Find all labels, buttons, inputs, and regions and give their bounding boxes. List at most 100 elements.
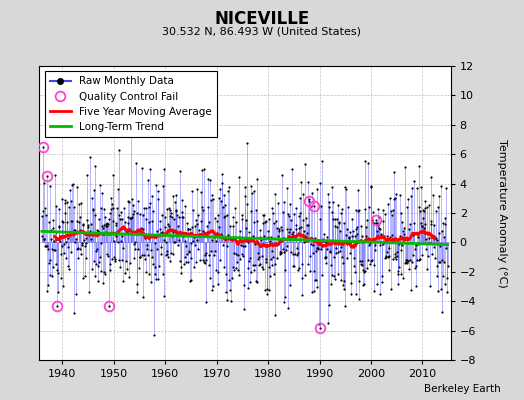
Point xyxy=(249,262,257,268)
Point xyxy=(121,219,129,226)
Point xyxy=(347,280,355,286)
Point xyxy=(304,222,312,229)
Point xyxy=(314,320,323,327)
Point xyxy=(44,246,52,252)
Point xyxy=(162,239,170,245)
Point xyxy=(74,254,82,261)
Point xyxy=(315,324,324,331)
Point xyxy=(176,258,184,264)
Point xyxy=(191,223,200,230)
Point xyxy=(134,198,143,204)
Point xyxy=(310,288,318,294)
Point xyxy=(255,262,263,268)
Point xyxy=(71,238,79,245)
Point xyxy=(191,242,199,248)
Point xyxy=(46,183,54,190)
Point xyxy=(334,202,342,208)
Point xyxy=(368,217,376,224)
Point xyxy=(307,241,315,247)
Point xyxy=(266,273,275,280)
Point xyxy=(320,231,328,238)
Point xyxy=(358,282,367,288)
Point xyxy=(247,208,256,214)
Point xyxy=(41,243,49,249)
Point xyxy=(185,248,193,254)
Point xyxy=(428,234,436,240)
Point xyxy=(142,205,150,211)
Point xyxy=(401,164,409,171)
Point xyxy=(255,234,264,240)
Point xyxy=(434,258,443,265)
Point xyxy=(303,230,311,236)
Point xyxy=(60,250,68,256)
Point xyxy=(243,239,252,245)
Point xyxy=(262,218,270,224)
Point xyxy=(190,234,199,240)
Point xyxy=(435,230,443,236)
Point xyxy=(114,239,122,245)
Point xyxy=(225,277,233,283)
Point xyxy=(129,211,137,218)
Point xyxy=(228,275,236,281)
Point xyxy=(234,252,242,258)
Point xyxy=(401,260,409,266)
Point xyxy=(116,238,125,244)
Point xyxy=(276,249,285,256)
Point xyxy=(46,256,54,263)
Point xyxy=(321,254,329,261)
Point xyxy=(414,241,422,247)
Point xyxy=(364,160,373,166)
Point xyxy=(283,243,291,249)
Point xyxy=(226,222,235,229)
Point xyxy=(193,236,201,243)
Point xyxy=(107,256,116,262)
Point xyxy=(70,204,78,210)
Point xyxy=(86,154,94,160)
Point xyxy=(150,332,158,338)
Point xyxy=(419,225,428,231)
Point xyxy=(253,218,261,224)
Point xyxy=(264,228,272,234)
Point xyxy=(43,173,51,180)
Point xyxy=(100,206,108,212)
Point xyxy=(158,183,167,190)
Point xyxy=(227,237,236,244)
Point xyxy=(337,210,345,216)
Point xyxy=(106,210,114,216)
Point xyxy=(325,302,334,308)
Point xyxy=(205,274,214,281)
Point xyxy=(385,253,394,260)
Point xyxy=(278,227,286,234)
Point xyxy=(352,291,360,297)
Point xyxy=(369,209,377,215)
Point xyxy=(140,205,148,212)
Point xyxy=(84,222,92,228)
Point xyxy=(53,266,61,273)
Point xyxy=(342,241,351,248)
Point xyxy=(356,238,364,244)
Point xyxy=(419,215,428,222)
Point xyxy=(102,221,110,228)
Point xyxy=(368,256,376,263)
Point xyxy=(265,287,274,293)
Point xyxy=(124,214,132,220)
Point xyxy=(130,208,138,214)
Point xyxy=(394,271,402,277)
Point xyxy=(61,200,70,206)
Point xyxy=(396,192,405,198)
Point xyxy=(429,244,438,250)
Point xyxy=(238,211,246,218)
Point xyxy=(206,197,215,204)
Point xyxy=(228,214,237,220)
Point xyxy=(85,230,94,237)
Point xyxy=(359,280,368,287)
Point xyxy=(95,258,103,265)
Point xyxy=(162,248,171,254)
Point xyxy=(158,212,167,218)
Point xyxy=(148,218,157,224)
Point xyxy=(231,236,239,243)
Point xyxy=(137,225,145,231)
Point xyxy=(224,184,233,190)
Point xyxy=(346,229,355,235)
Point xyxy=(245,229,253,235)
